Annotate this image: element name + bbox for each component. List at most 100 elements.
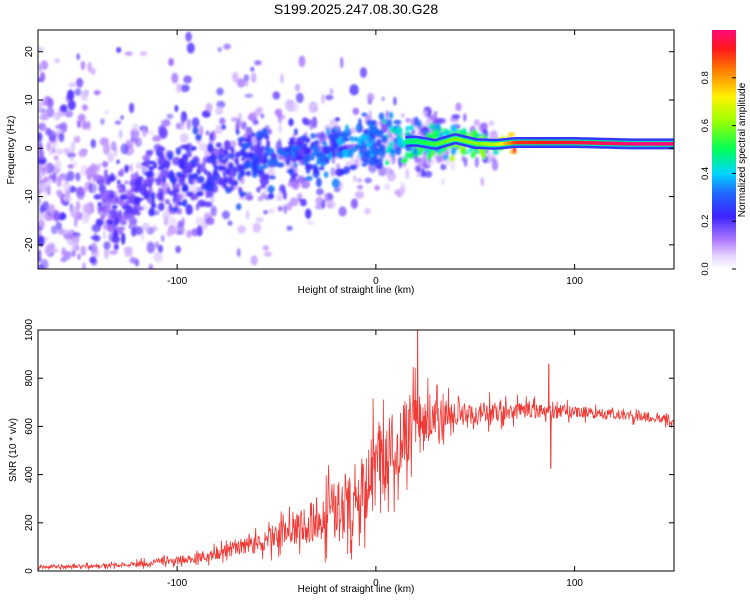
spectrogram-blob <box>161 234 165 242</box>
spectrogram-blob <box>171 72 179 84</box>
spectrogram-x-tick-label: 100 <box>566 276 583 287</box>
spectrogram-blob <box>56 148 64 155</box>
spectrogram-blob <box>301 117 309 125</box>
spectrogram-blob <box>129 102 135 114</box>
spectrogram-blob <box>103 247 109 260</box>
spectrogram-noise-blobs <box>38 31 519 269</box>
spectrogram-blob <box>310 151 315 161</box>
spectrogram-blob <box>41 110 48 121</box>
spectrogram-blob <box>436 157 442 164</box>
spectrogram-blob <box>105 179 111 186</box>
spectrogram-blob <box>131 207 139 215</box>
spectrogram-blob <box>87 120 91 131</box>
spectrogram-blob <box>95 218 104 227</box>
spectrogram-blob <box>179 163 185 170</box>
spectrogram-blob <box>349 164 358 171</box>
spectrogram-blob <box>210 205 217 217</box>
spectrogram-blob <box>59 104 68 113</box>
spectrogram-blob <box>361 162 368 167</box>
spectrogram-blob <box>190 146 197 151</box>
spectrogram-blob <box>40 259 49 269</box>
spectrogram-blob <box>412 148 419 155</box>
spectrogram-blob <box>267 185 275 194</box>
spectrogram-blob <box>474 156 479 168</box>
spectrogram-blob <box>124 164 129 173</box>
spectrogram-blob <box>231 117 239 122</box>
spectrogram-blob <box>195 203 200 211</box>
spectrogram-blob <box>67 164 75 169</box>
spectrogram-blob <box>455 102 462 112</box>
spectrogram-blob <box>103 241 111 250</box>
spectrogram-blob <box>48 204 56 216</box>
spectrogram-blob <box>186 230 192 238</box>
spectrogram-blob <box>63 194 73 202</box>
spectrogram-blob <box>38 77 42 83</box>
spectrogram-blob <box>297 147 305 156</box>
spectrogram-blob <box>39 205 45 214</box>
spectrogram-x-tick-label: -100 <box>167 276 187 287</box>
spectrogram-blob <box>456 144 460 149</box>
spectrogram-blob <box>185 204 193 216</box>
spectrogram-blob <box>237 137 245 142</box>
spectrogram-blob <box>411 118 415 127</box>
spectrogram-blob <box>97 201 102 208</box>
spectrogram-blob <box>312 144 318 153</box>
spectrogram-blob <box>405 168 410 180</box>
spectrogram-blob <box>186 42 195 54</box>
spectrogram-blob <box>284 150 289 157</box>
spectrogram-blob <box>239 193 244 198</box>
spectrogram-blob <box>111 211 118 220</box>
spectrogram-blob <box>382 137 386 143</box>
spectrogram-blob <box>350 146 358 153</box>
spectrogram-blob <box>334 117 340 122</box>
spectrogram-blob <box>368 162 377 174</box>
spectrogram-blob <box>111 205 118 209</box>
spectrogram-blob <box>449 154 455 163</box>
spectrogram-blob <box>371 156 379 165</box>
spectrogram-blob <box>172 206 179 213</box>
spectrogram-blob <box>316 188 324 196</box>
spectrogram-blob <box>254 60 262 66</box>
spectrogram-blob <box>134 185 140 192</box>
spectrogram-blob <box>124 180 129 185</box>
spectrogram-blob <box>129 163 133 173</box>
spectrogram-blob <box>129 179 137 187</box>
spectrogram-blob <box>364 208 371 215</box>
spectrogram-blob <box>401 142 405 147</box>
spectrogram-blob <box>102 142 111 155</box>
spectrogram-blob <box>205 178 213 188</box>
spectrogram-blob <box>262 210 269 215</box>
spectrogram-blob <box>93 194 102 200</box>
spectrogram-blob <box>38 219 45 228</box>
spectrogram-blob <box>263 251 272 257</box>
spectrogram-blob <box>378 112 385 121</box>
spectrogram-blob <box>46 107 55 118</box>
spectrogram-blob <box>81 120 89 130</box>
spectrogram-blob <box>324 192 327 204</box>
spectrogram-blob <box>120 115 124 120</box>
spectrogram-blob <box>195 216 204 227</box>
spectrogram-blob <box>207 143 214 153</box>
spectrogram-blob <box>305 208 312 219</box>
spectrogram-blob <box>58 173 67 181</box>
spectrogram-blob <box>38 62 43 72</box>
spectrogram-blob <box>75 77 84 88</box>
spectrogram-blob <box>203 169 208 175</box>
spectrogram-blob <box>451 114 461 119</box>
spectrogram-blob <box>342 149 349 155</box>
spectrogram-blob <box>340 56 344 69</box>
spectrogram-blob <box>163 119 171 127</box>
spectrogram-blob <box>50 225 58 235</box>
spectrogram-blob <box>248 151 254 159</box>
spectrogram-blob <box>354 190 365 199</box>
spectrogram-blob <box>96 179 105 186</box>
spectrogram-blob <box>344 133 348 142</box>
spectrogram-blob <box>395 147 402 156</box>
spectrogram-blob <box>93 90 101 96</box>
spectrogram-blob <box>214 165 219 171</box>
spectrogram-blob <box>68 82 76 88</box>
spectrogram-blob <box>161 169 169 177</box>
spectrogram-blob <box>234 156 239 166</box>
spectrogram-blob <box>242 163 249 170</box>
